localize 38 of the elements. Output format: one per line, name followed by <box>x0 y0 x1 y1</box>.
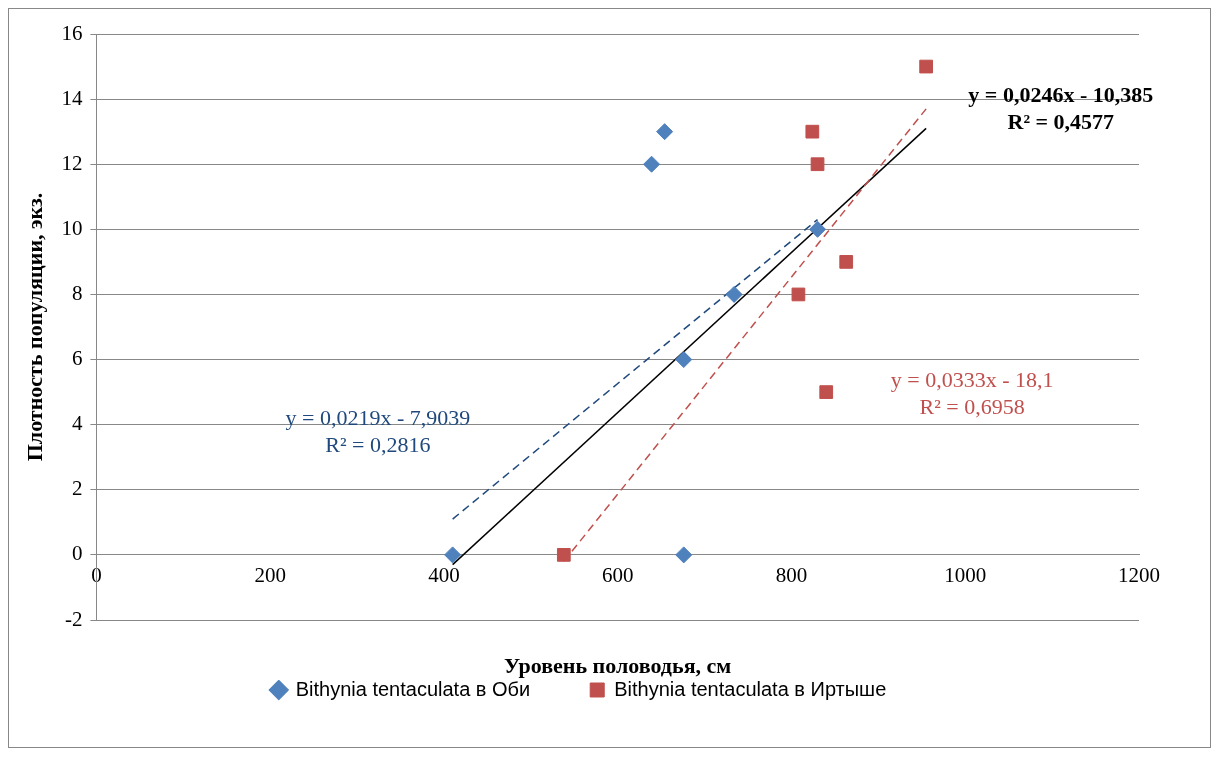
y-tick-label: 2 <box>71 476 83 501</box>
y-tick-label: 12 <box>61 150 83 175</box>
point <box>675 546 693 564</box>
annotation: y = 0,0333x - 18,1 R² = 0,6958 <box>890 366 1054 419</box>
point <box>809 220 827 238</box>
x-tick-label: 0 <box>91 563 102 587</box>
x-tick-label: 1200 <box>1118 563 1160 587</box>
x-axis-title: Уровень половодья, см <box>504 652 732 678</box>
point <box>656 123 674 141</box>
y-tick-label: 0 <box>71 541 83 566</box>
point <box>791 287 806 302</box>
x-tick-label: 400 <box>428 563 460 587</box>
point <box>810 157 825 172</box>
y-tick-label: 10 <box>61 215 83 240</box>
y-tick-label: 16 <box>61 20 83 45</box>
y-tick-label: -2 <box>64 606 83 631</box>
point <box>819 385 834 399</box>
legend-label: Bithynia tentaculata в Оби <box>295 677 531 700</box>
y-tick-label: 14 <box>61 85 83 110</box>
annotation: y = 0,0219x - 7,9039 R² = 0,2816 <box>285 404 471 457</box>
x-tick-label: 800 <box>775 563 808 587</box>
x-tick-label: 200 <box>254 563 286 587</box>
point <box>556 548 571 562</box>
x-tick-label: 1000 <box>944 563 987 587</box>
legend-label: Bithynia tentaculata в Иртыше <box>614 677 887 700</box>
y-tick-label: 4 <box>71 411 83 436</box>
point <box>805 124 820 139</box>
point <box>839 255 854 269</box>
x-tick-label: 600 <box>601 563 634 587</box>
y-tick-label: 8 <box>71 280 83 305</box>
point <box>919 59 933 74</box>
point <box>675 351 693 369</box>
annotation: y = 0,0246x - 10,385 R² = 0,4577 <box>968 82 1154 135</box>
point <box>725 285 743 303</box>
y-tick-label: 6 <box>71 346 83 371</box>
point <box>444 546 462 564</box>
y-axis-title: Плотность популяции, экз. <box>21 192 47 462</box>
point <box>643 155 661 173</box>
